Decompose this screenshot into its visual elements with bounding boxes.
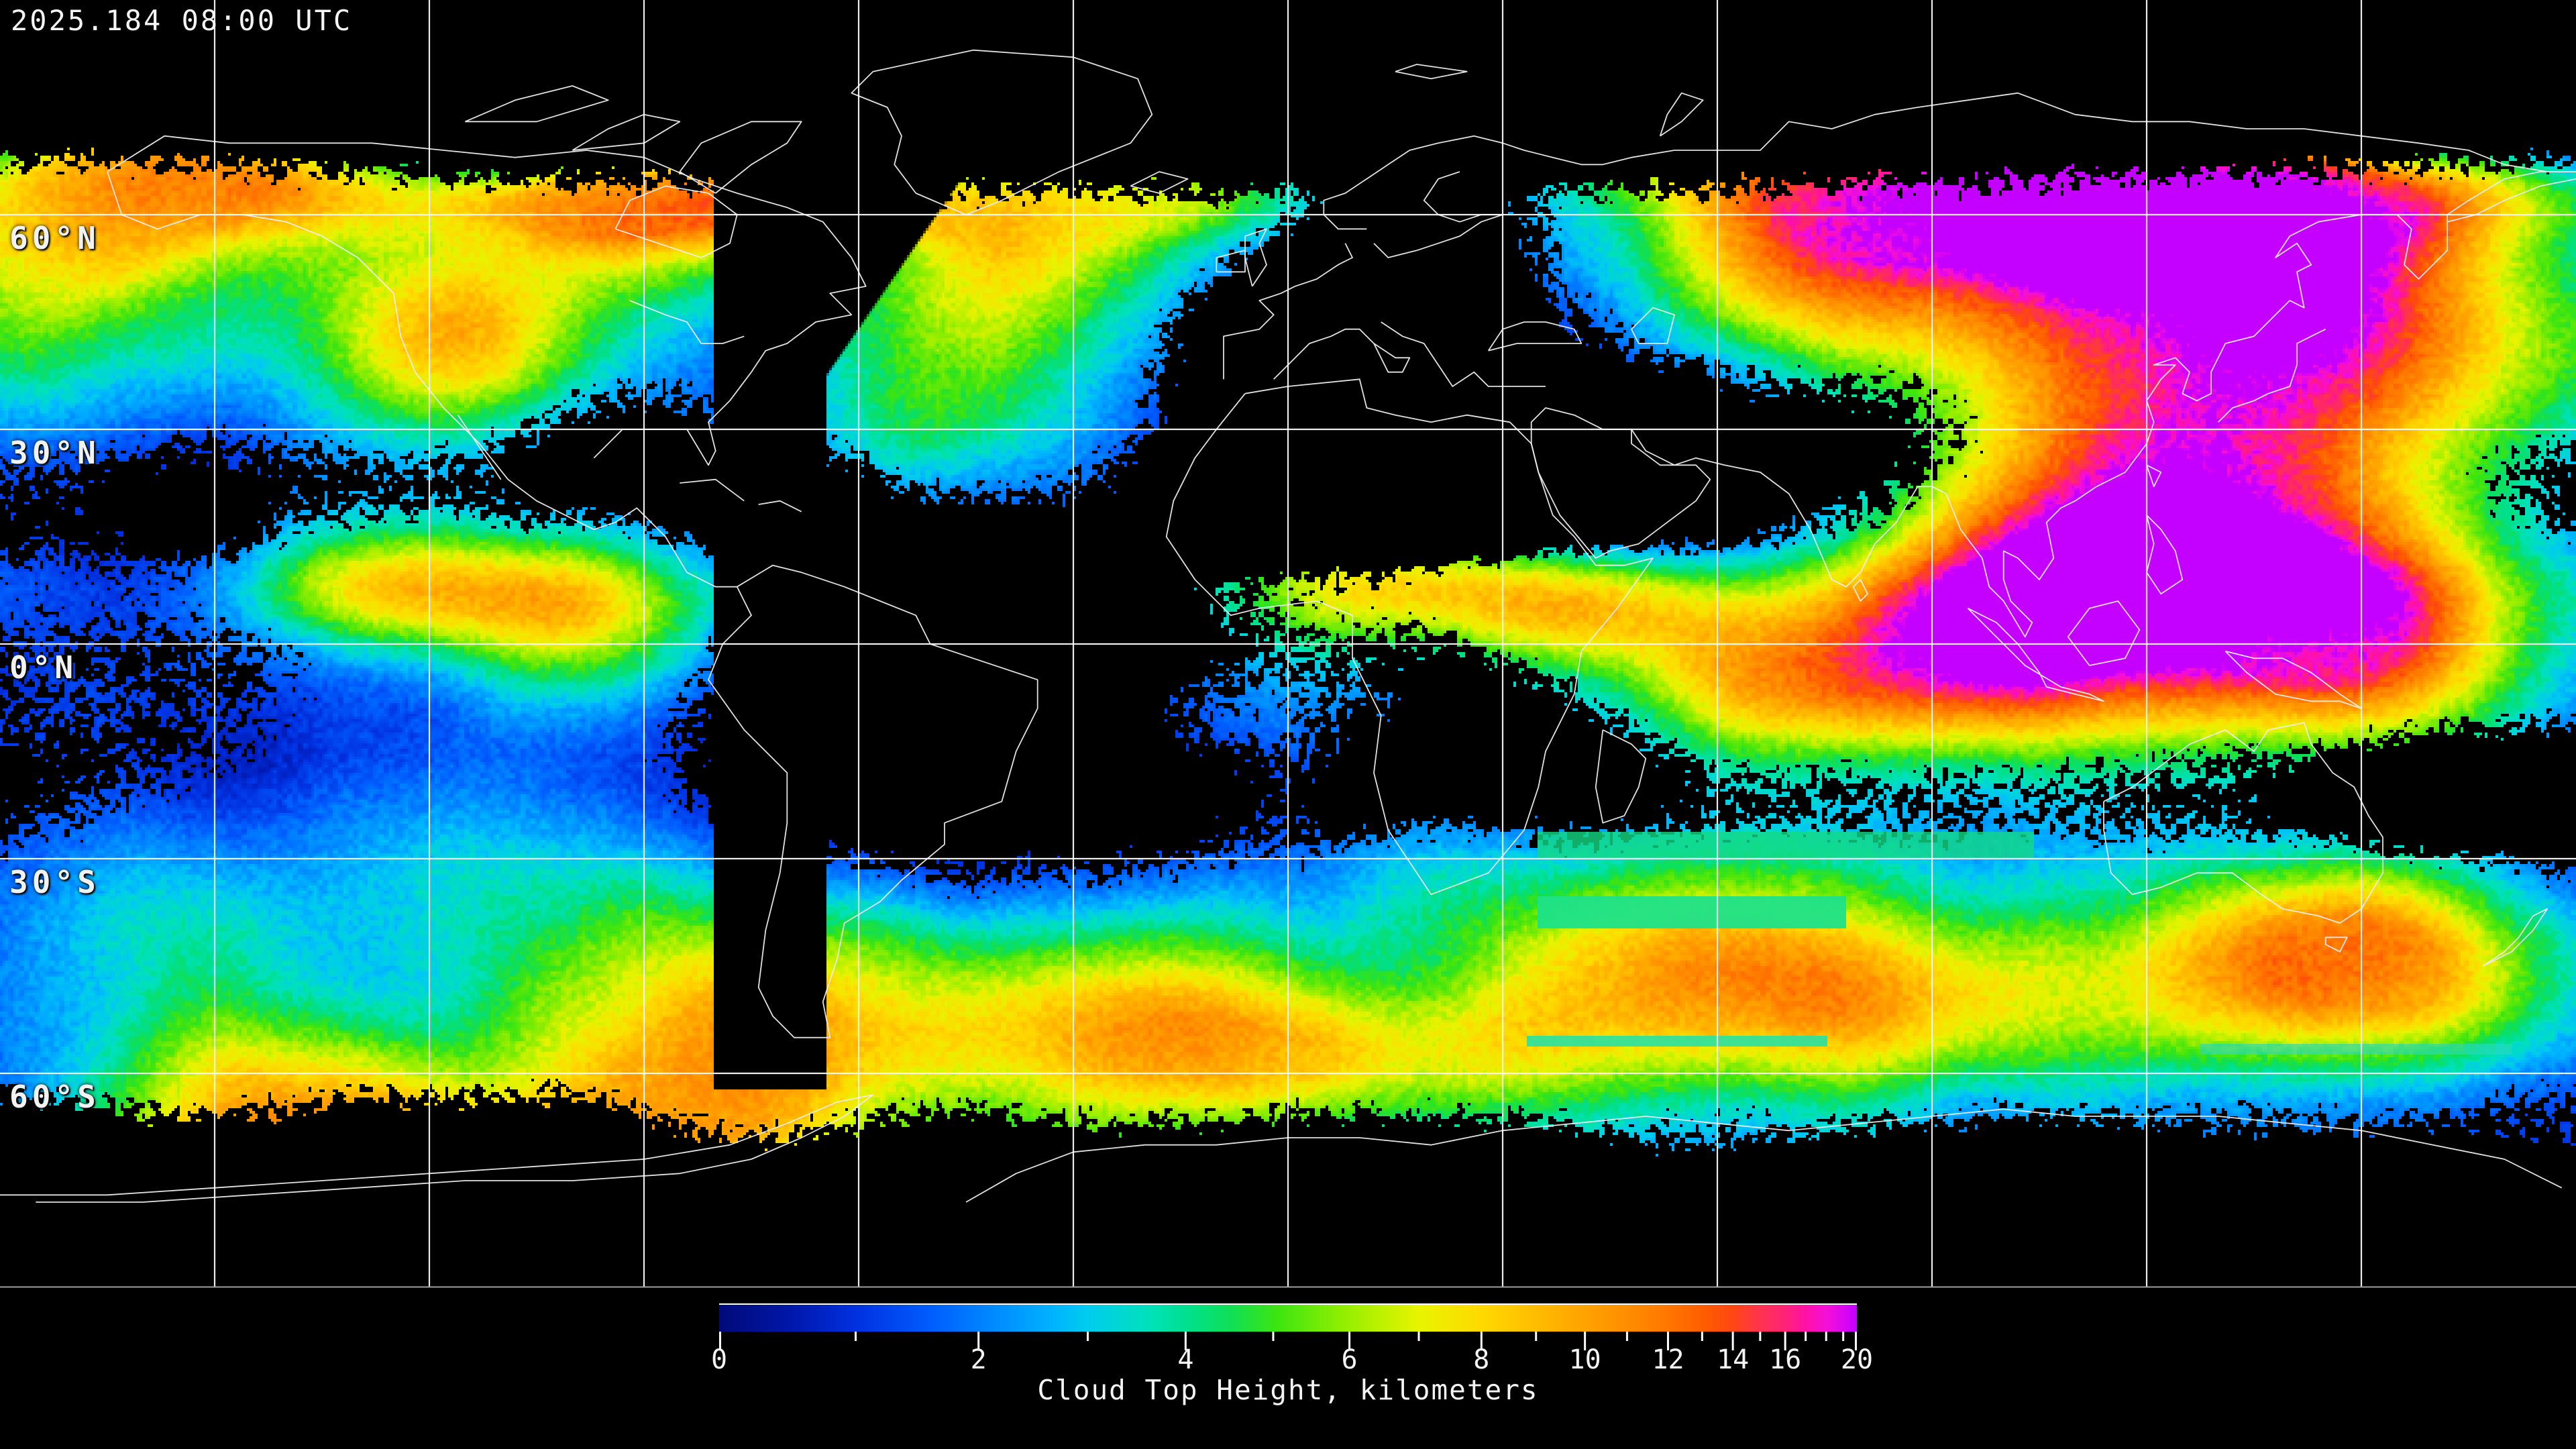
colorbar-tick-label: 0 (710, 1344, 728, 1375)
coastline-path (1130, 171, 1189, 194)
coastline-path (1487, 321, 1582, 352)
coastline-path (107, 171, 737, 588)
coastlines-layer (0, 49, 2576, 1203)
coastline-path (1967, 607, 2104, 702)
coastline-path (1223, 243, 1353, 380)
colorbar-tick-label: 14 (1717, 1344, 1750, 1375)
graticule-layer (0, 0, 2576, 1287)
coastline-path (2146, 464, 2162, 488)
coastline-path (1631, 307, 1675, 344)
coastline-path (1852, 579, 1868, 602)
coastline-path (457, 415, 502, 480)
coastline-path (1216, 250, 1246, 273)
colorbar-tick-label: 4 (1177, 1344, 1194, 1375)
coastline-path (1381, 321, 1546, 387)
coastline-path (629, 300, 745, 344)
map-overlay (0, 0, 2576, 1288)
coastline-path (2224, 650, 2362, 709)
timestamp-label: 2025.184 08:00 UTC (11, 4, 353, 37)
coastline-path (1395, 64, 1468, 80)
coastline-path (1631, 429, 2076, 638)
colorbar-tick-label: 6 (1341, 1344, 1358, 1375)
coastline-path (1323, 92, 2576, 230)
coastline-path (680, 478, 745, 502)
coastline-path (965, 1108, 2563, 1203)
coastline-path (1659, 92, 1704, 137)
colorbar-ticks (719, 1332, 1857, 1350)
colorbar-tick-label: 20 (1840, 1344, 1874, 1375)
coastline-path (851, 49, 1153, 215)
latitude-label: 60°S (9, 1079, 100, 1115)
latitude-label: 60°N (9, 220, 100, 256)
coastline-path (464, 85, 609, 123)
colorbar-tick-label: 8 (1473, 1344, 1490, 1375)
latitude-label: 30°S (9, 864, 100, 900)
coastline-path (572, 113, 681, 151)
coastline-path (1273, 328, 1411, 380)
coastline-path (2074, 171, 2576, 502)
colorbar-title: Cloud Top Height, kilometers (1037, 1374, 1539, 1406)
coastline-path (0, 1094, 874, 1203)
coastline-path (1165, 378, 1654, 896)
colorbar-tick-label: 12 (1652, 1344, 1684, 1375)
coastline-path (2482, 908, 2548, 967)
coastline-path (2103, 722, 2383, 924)
latitude-label: 0°N (9, 649, 78, 686)
colorbar-tick-label: 16 (1769, 1344, 1802, 1375)
coastline-path (107, 135, 867, 466)
coastline-path (1244, 228, 1267, 287)
coastline-path (1530, 407, 1711, 559)
coastline-path (2067, 600, 2141, 666)
coastline-path (2146, 515, 2184, 595)
colorbar-tick-label: 2 (970, 1344, 987, 1375)
coastline-path (679, 121, 802, 194)
coastline-path (1595, 729, 1647, 824)
latitude-label: 30°N (9, 435, 100, 471)
colorbar-gradient (719, 1303, 1857, 1332)
coastline-path (614, 185, 738, 258)
coastline-path (758, 500, 802, 513)
coastline-path (2218, 328, 2326, 423)
colorbar-tick-label: 10 (1568, 1344, 1601, 1375)
coastline-path (2447, 178, 2576, 223)
coastline-path (2324, 936, 2348, 953)
coastline-path (708, 564, 1038, 1038)
